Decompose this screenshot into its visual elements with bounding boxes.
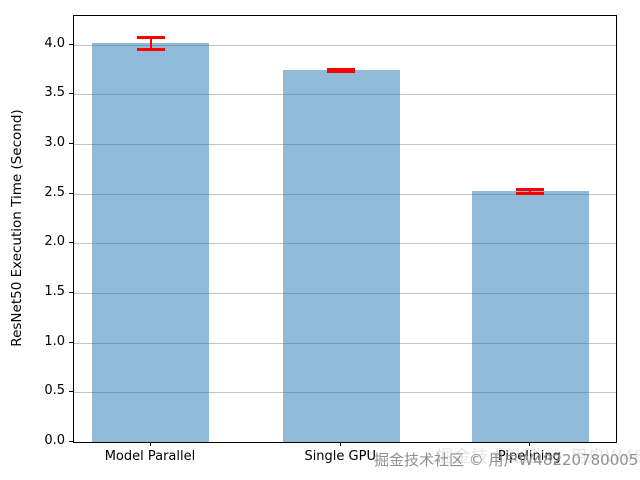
- bar: [282, 69, 400, 442]
- error-bar-cap-bottom: [516, 191, 545, 195]
- error-bar-cap-top: [327, 67, 356, 71]
- error-bar-cap-top: [516, 187, 545, 191]
- y-tick-label: 2.5: [44, 184, 65, 200]
- error-bar-line: [149, 36, 152, 49]
- x-tick-label: Pipelining: [497, 449, 561, 464]
- y-tick-label: 3.0: [44, 135, 65, 151]
- gridline: [74, 44, 616, 46]
- y-tick-mark: [69, 391, 73, 393]
- y-tick-label: 4.0: [44, 35, 65, 51]
- y-tick-label: 0.0: [44, 433, 65, 448]
- y-tick-label: 0.5: [44, 383, 65, 399]
- bar: [92, 42, 210, 442]
- x-tick-mark: [340, 442, 342, 446]
- x-tick-mark: [149, 442, 151, 446]
- y-tick-mark: [69, 192, 73, 194]
- y-axis-label: ResNet50 Execution Time (Second): [9, 109, 25, 347]
- error-bar-cap-top: [136, 35, 165, 39]
- y-tick-mark: [69, 242, 73, 244]
- x-tick-label: Model Parallel: [104, 449, 196, 464]
- y-tick-mark: [69, 43, 73, 45]
- y-tick-mark: [69, 292, 73, 294]
- y-tick-label: 1.5: [44, 284, 65, 300]
- watermark-ghost: 掘金技术社区 © 用户W48220780005: [436, 447, 640, 467]
- y-tick-label: 2.0: [44, 234, 65, 250]
- error-bar-cap-bottom: [136, 47, 165, 51]
- watermark: 掘金技术社区 © 用户W48220780005: [374, 451, 639, 469]
- y-tick-label: 1.0: [44, 333, 65, 349]
- error-bar-cap-bottom: [327, 69, 356, 73]
- y-tick-mark: [69, 341, 73, 343]
- y-tick-mark: [69, 441, 73, 442]
- x-tick-mark: [529, 442, 531, 446]
- y-tick-label: 3.5: [44, 85, 65, 101]
- plot-area: [73, 15, 617, 443]
- bar: [471, 190, 589, 442]
- y-tick-mark: [69, 93, 73, 95]
- x-tick-label: Single GPU: [304, 449, 376, 464]
- y-tick-mark: [69, 143, 73, 145]
